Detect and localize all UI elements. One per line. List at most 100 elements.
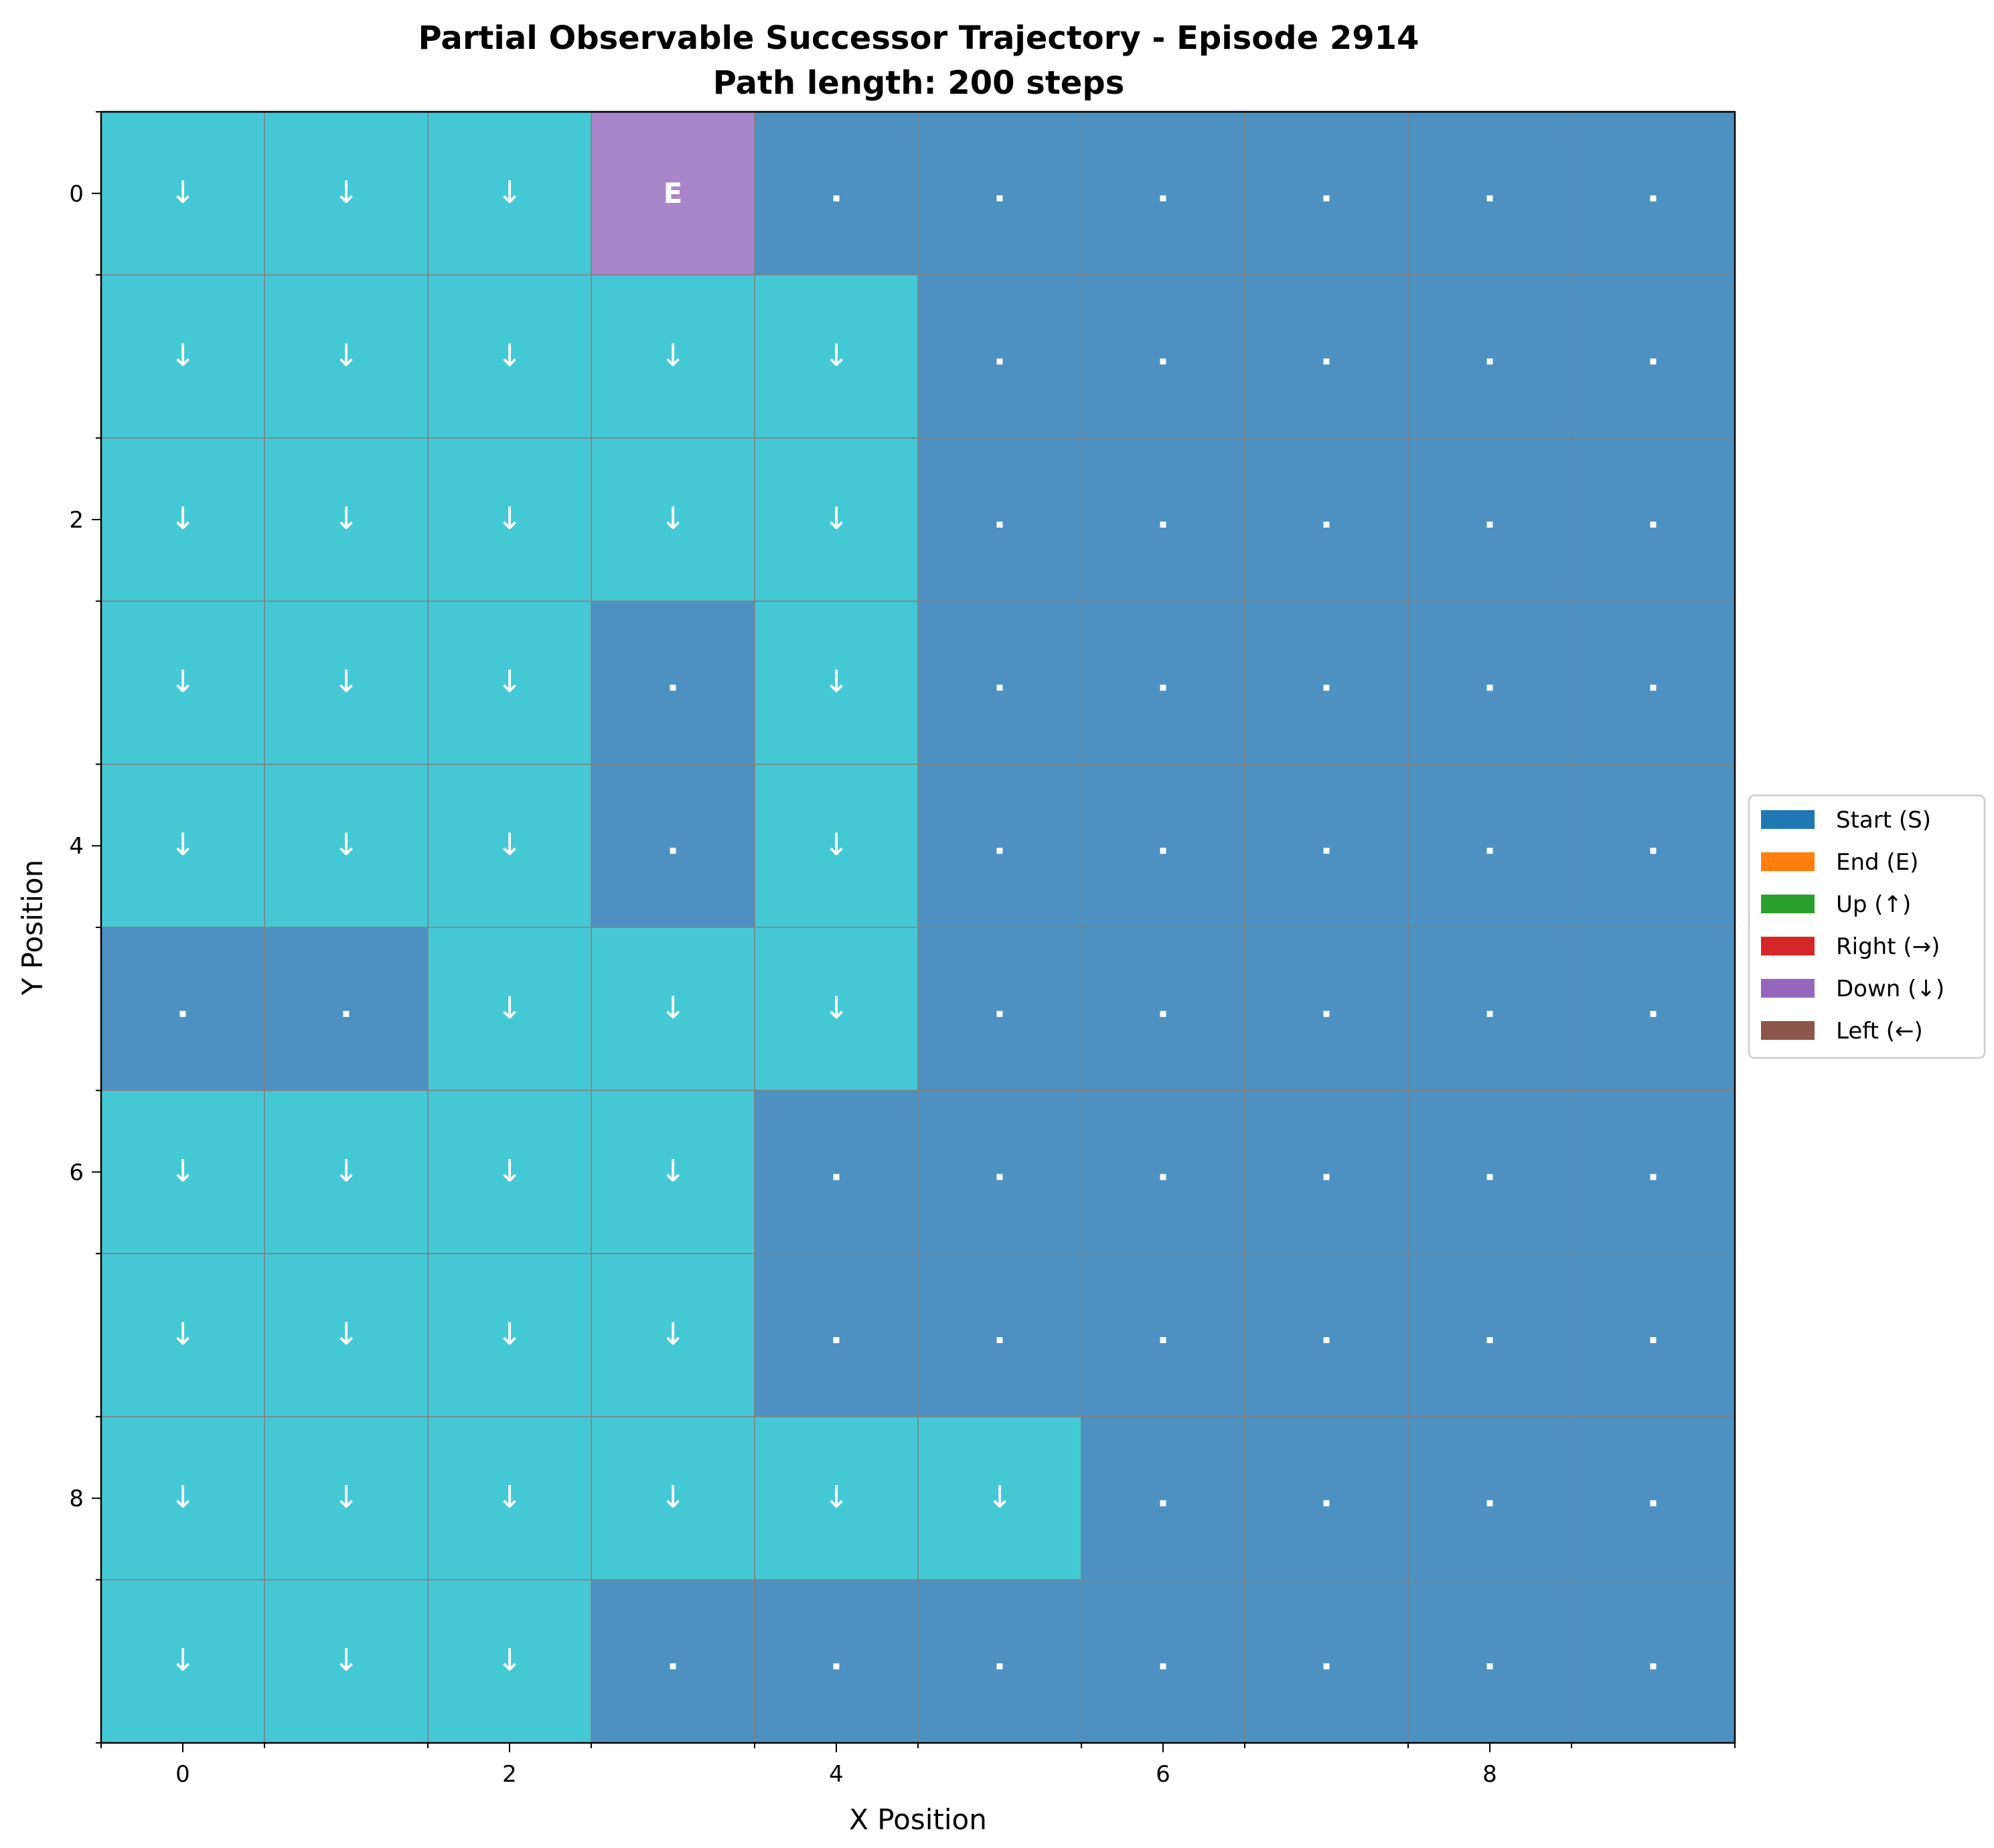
grid-cell-8-1 (264, 1416, 429, 1580)
cell-label-4-1: ↓ (333, 826, 360, 862)
cell-label-0-1: ↓ (333, 174, 360, 210)
cell-marker-7-9 (1650, 1337, 1657, 1343)
cell-label-1-1: ↓ (333, 337, 360, 373)
grid-cell-4-3 (591, 764, 755, 928)
y-tick-label: 6 (69, 1159, 84, 1186)
legend-label-3: Right (→) (1836, 933, 1940, 960)
grid-cell-8-4 (755, 1416, 919, 1580)
grid-cell-9-9 (1571, 1580, 1736, 1744)
grid-cell-3-0 (101, 601, 265, 765)
grid-cell-7-8 (1408, 1253, 1572, 1417)
cell-label-9-2: ↓ (497, 1642, 523, 1678)
grid-cell-6-7 (1245, 1090, 1409, 1254)
cell-marker-0-7 (1323, 195, 1330, 202)
cell-marker-0-9 (1650, 195, 1657, 202)
grid-cell-1-8 (1408, 275, 1572, 439)
grid-cell-5-0 (101, 927, 265, 1091)
cell-marker-7-7 (1323, 1337, 1330, 1343)
grid-cell-7-4 (755, 1253, 919, 1417)
cell-marker-2-5 (996, 522, 1003, 528)
y-axis-label: Y Position (16, 860, 49, 996)
chart-title-line1: Partial Observable Successor Trajectory … (418, 19, 1420, 57)
grid-cell-9-3 (591, 1580, 755, 1744)
grid-cell-8-5 (918, 1416, 1082, 1580)
cell-marker-2-8 (1486, 522, 1493, 528)
grid-cell-9-5 (918, 1580, 1082, 1744)
cell-marker-3-9 (1650, 684, 1657, 691)
grid-cell-5-3 (591, 927, 755, 1091)
grid-cell-6-4 (755, 1090, 919, 1254)
cell-marker-8-9 (1650, 1500, 1657, 1507)
grid-cell-7-2 (428, 1253, 592, 1417)
cell-label-3-2: ↓ (497, 664, 523, 700)
cell-marker-6-6 (1160, 1174, 1166, 1180)
grid-cell-5-4 (755, 927, 919, 1091)
grid-cell-2-1 (264, 438, 429, 602)
grid-lines (101, 112, 1735, 1743)
cell-label-3-4: ↓ (824, 664, 850, 700)
grid-cell-3-5 (918, 601, 1082, 765)
grid-cell-7-9 (1571, 1253, 1736, 1417)
grid-cell-9-0 (101, 1580, 265, 1744)
grid-cell-0-8 (1408, 112, 1572, 276)
cell-label-8-1: ↓ (333, 1479, 360, 1515)
grid-cell-9-4 (755, 1580, 919, 1744)
grid-cell-0-1 (264, 112, 429, 276)
grid-cell-1-9 (1571, 275, 1736, 439)
y-tick-label: 8 (69, 1486, 84, 1513)
grid-cell-5-9 (1571, 927, 1736, 1091)
grid-cell-0-3 (591, 112, 755, 276)
grid-cell-0-4 (755, 112, 919, 276)
legend-swatch-4 (1761, 979, 1815, 998)
cell-label-6-0: ↓ (170, 1152, 196, 1188)
grid-cell-8-9 (1571, 1416, 1736, 1580)
grid-cell-6-8 (1408, 1090, 1572, 1254)
grid-cell-7-5 (918, 1253, 1082, 1417)
grid-cell-9-2 (428, 1580, 592, 1744)
cell-marker-3-7 (1323, 684, 1330, 691)
legend: Start (S) End (E) Up (↑) Right (→) Down (↓) L… (1748, 794, 1986, 1059)
cell-marker-3-3 (670, 684, 676, 691)
grid-cell-9-7 (1245, 1580, 1409, 1744)
cell-label-0-0: ↓ (170, 174, 196, 210)
cell-marker-6-7 (1323, 1174, 1330, 1180)
x-tick-label: 2 (502, 1761, 517, 1788)
cell-label-6-2: ↓ (497, 1152, 523, 1188)
cell-label-8-3: ↓ (660, 1479, 686, 1515)
cell-marker-2-6 (1160, 522, 1166, 528)
cell-marker-5-1 (343, 1010, 350, 1017)
grid-cell-0-0 (101, 112, 265, 276)
grid-cell-0-2 (428, 112, 592, 276)
legend-swatch-2 (1761, 895, 1815, 913)
cell-marker-1-7 (1323, 358, 1330, 365)
grid-cell-3-8 (1408, 601, 1572, 765)
grid-cell-2-4 (755, 438, 919, 602)
cell-marker-5-7 (1323, 1010, 1330, 1017)
legend-swatch-5 (1761, 1021, 1815, 1040)
cell-marker-0-5 (996, 195, 1003, 202)
cell-marker-6-4 (833, 1174, 840, 1180)
cell-marker-2-7 (1323, 522, 1330, 528)
cell-label-1-0: ↓ (170, 337, 196, 373)
cell-marker-8-7 (1323, 1500, 1330, 1507)
cell-marker-2-9 (1650, 522, 1657, 528)
cell-marker-9-4 (833, 1663, 840, 1670)
cell-label-9-0: ↓ (170, 1642, 196, 1678)
cell-marker-9-3 (670, 1663, 676, 1670)
grid-cell-1-3 (591, 275, 755, 439)
cell-label-2-2: ↓ (497, 500, 523, 536)
grid-cell-2-0 (101, 438, 265, 602)
grid-cell-1-6 (1081, 275, 1245, 439)
cell-marker-6-8 (1486, 1174, 1493, 1180)
legend-label-0: Start (S) (1836, 807, 1931, 834)
grid-cell-1-0 (101, 275, 265, 439)
grid-cell-3-6 (1081, 601, 1245, 765)
grid-cell-9-8 (1408, 1580, 1572, 1744)
grid-cell-4-1 (264, 764, 429, 928)
cell-label-1-4: ↓ (824, 337, 850, 373)
grid-cell-2-3 (591, 438, 755, 602)
cell-label-7-2: ↓ (497, 1316, 523, 1352)
legend-swatch-1 (1761, 852, 1815, 871)
grid-cell-0-7 (1245, 112, 1409, 276)
